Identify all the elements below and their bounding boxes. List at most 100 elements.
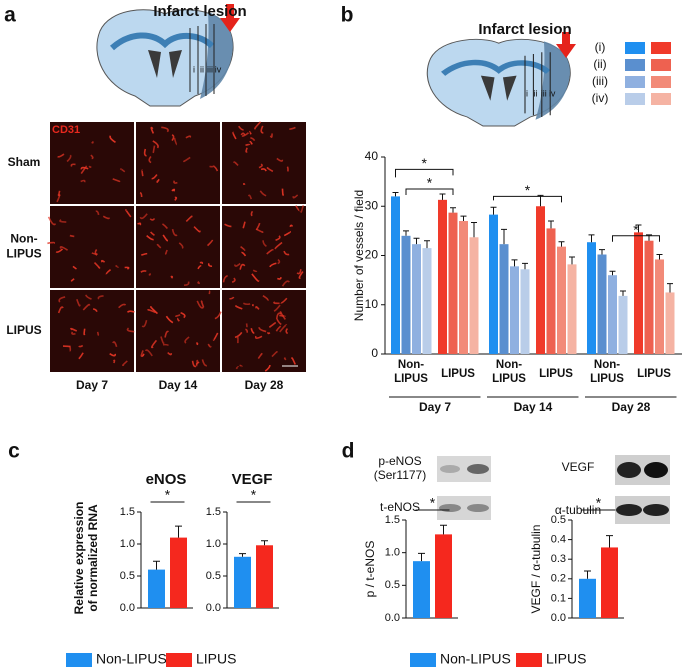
label: Sham [8,155,41,169]
significance-bracket [493,195,562,203]
label: Day 14 [514,400,553,414]
bar [597,254,607,354]
vessel [239,263,246,270]
micrograph [50,122,134,204]
bar [391,196,400,354]
significance-bracket [405,188,454,196]
label: * [430,495,436,511]
vessel [105,268,112,275]
vessel [82,303,91,311]
error-bar [440,524,447,535]
vessel [235,366,240,370]
vessel [58,190,61,197]
vessel [254,335,263,339]
label: VEGF / α-tubulin [529,525,543,614]
vessel [234,262,241,267]
vessel [162,343,170,347]
vessel [276,157,284,162]
vessel [273,304,281,312]
bar [413,561,430,618]
vessel [197,264,202,270]
label: eNOS [146,471,187,488]
vessel [112,359,116,364]
error-bar [569,256,575,265]
arrow [220,4,240,32]
legend-swatch [651,59,671,71]
significance-bracket [395,168,454,178]
vessel [171,228,178,237]
label: 0 [371,346,378,360]
vessel [102,215,111,220]
label: LIPUS [394,373,428,385]
vessel [70,163,76,167]
vessel [171,134,175,142]
label: Number of vessels / field [352,190,366,321]
vessel [80,166,89,170]
label: 0.0 [551,612,566,624]
vessel [277,277,282,280]
vessel [250,210,254,217]
vessel [262,294,269,302]
vessel [152,140,159,149]
vessel [251,304,254,307]
vessel [119,168,126,173]
label: * [525,182,531,198]
label: Day 7 [76,378,108,392]
vessel [200,300,205,308]
label: LIPUS [6,247,41,261]
vessel [196,342,199,346]
micrograph [50,290,134,372]
vessel [47,241,56,245]
vessel [289,126,296,131]
vessel [197,280,200,285]
legend-swatch [625,76,645,88]
label: Non- [594,359,620,371]
label: 1.5 [206,506,221,518]
vessel [150,306,159,315]
label: (iii) [592,74,608,88]
vessel [88,165,92,169]
label: Infarct lesion [153,3,246,20]
label: 1.0 [120,538,135,550]
label: iv [549,88,556,98]
vessel [70,327,78,332]
vessel [231,277,236,283]
blots [437,455,670,524]
bar [459,221,468,354]
label: ii [200,64,204,74]
error-bar [609,270,616,276]
vessel [139,213,148,220]
label: Infarct lesion [478,21,571,38]
vessel [140,270,147,273]
vessel [162,234,169,242]
label: 1.0 [206,538,221,550]
vessel [150,339,158,349]
bar [546,228,556,354]
label: * [251,487,257,503]
error-bar [418,552,425,562]
vessel [234,331,243,339]
bar [170,537,187,608]
bar [148,569,165,608]
label: LIPUS [539,368,573,380]
label: 40 [365,149,379,163]
label: CD31 [52,124,80,136]
error-bar [471,222,477,238]
vessel [148,155,152,164]
vessel [149,231,155,236]
error-bar [588,234,595,243]
vessel [258,327,267,333]
label: Day 14 [159,378,198,392]
vessel [90,154,94,160]
label: Non-LIPUS [96,651,167,667]
vessel [234,305,243,310]
vessel [183,156,191,163]
vessel [269,133,273,138]
label: 0.4 [551,534,566,546]
vessel [193,226,201,233]
label: LIPUS [492,373,526,385]
legend-swatch [516,653,542,667]
bar [256,545,273,608]
vessel [164,249,168,255]
bar [644,240,654,354]
